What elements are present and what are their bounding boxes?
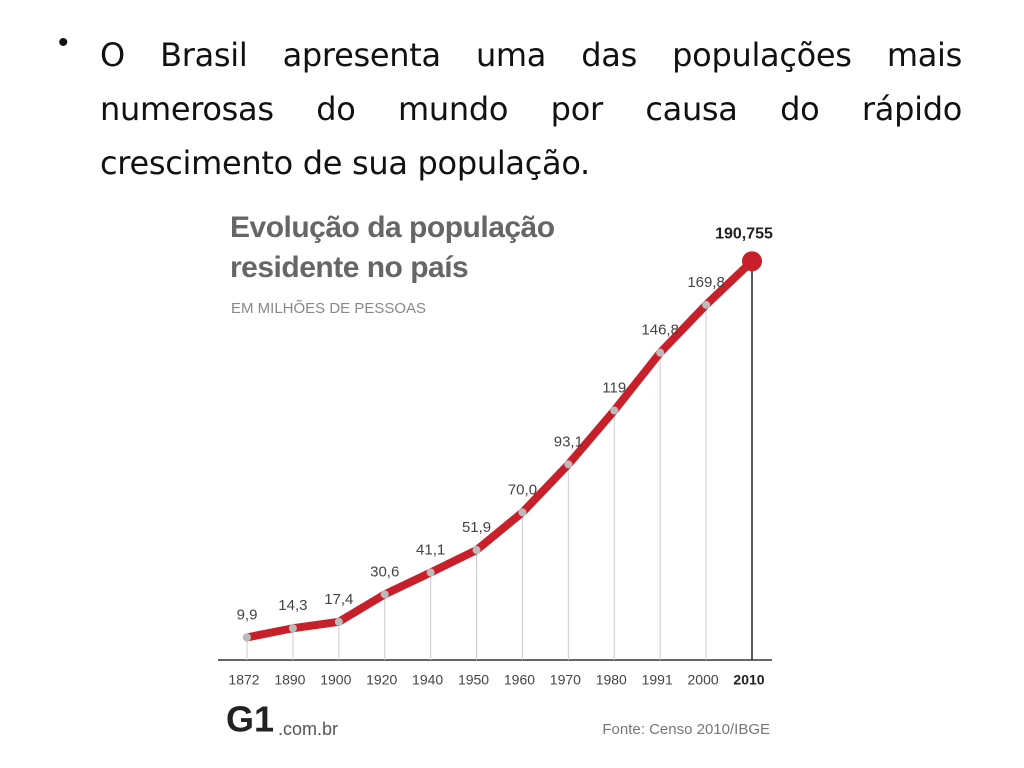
data-point <box>380 590 389 599</box>
data-point <box>243 633 251 642</box>
x-tick-label: 1872 <box>228 672 259 688</box>
source: Fonte: Censo 2010/IBGE <box>602 721 770 738</box>
chart-title: Evolução da população residente no país <box>230 211 555 284</box>
bullet-marker: • <box>58 26 69 59</box>
x-tick-label: 1980 <box>596 672 627 688</box>
value-label: 51,9 <box>462 519 491 536</box>
value-label: 119 <box>602 379 626 396</box>
x-tick-label: 1960 <box>504 672 535 688</box>
logo-suffix: .com.br <box>278 719 338 739</box>
value-label: 30,6 <box>370 563 399 580</box>
x-tick-label: 2000 <box>688 672 719 688</box>
value-label: 190,755 <box>715 225 773 242</box>
data-point <box>610 406 619 415</box>
value-label: 17,4 <box>324 591 353 608</box>
bullet-text: O Brasil apresenta uma das populações ma… <box>100 36 962 182</box>
data-point <box>518 508 527 517</box>
x-tick-label: 2010 <box>733 672 764 688</box>
x-tick-label: 1890 <box>274 672 305 688</box>
x-tick-label: 1970 <box>550 672 581 688</box>
chart-subtitle: EM MILHÕES DE PESSOAS <box>231 300 427 317</box>
x-tick-label: 1950 <box>458 672 489 688</box>
value-label: 41,1 <box>416 541 445 558</box>
data-point <box>656 348 665 357</box>
value-label: 146,8 <box>641 322 679 339</box>
x-tick-label: 1940 <box>412 672 443 688</box>
data-point <box>288 624 297 633</box>
x-tick-label: 1900 <box>320 672 351 688</box>
value-label: 9,9 <box>237 606 258 623</box>
data-point <box>702 300 711 309</box>
value-label: 14,3 <box>278 597 307 614</box>
value-label: 70,0 <box>508 481 537 498</box>
x-tick-label: 1920 <box>366 672 397 688</box>
data-point <box>472 546 481 555</box>
data-point <box>426 568 435 577</box>
value-label: 169,8 <box>687 274 725 291</box>
data-point <box>742 251 762 272</box>
logo: G1 <box>226 699 274 740</box>
data-point <box>334 617 343 626</box>
x-tick-label: 1991 <box>642 672 673 688</box>
value-label: 93,1 <box>554 433 583 450</box>
data-point <box>564 460 573 469</box>
data-line <box>243 257 756 642</box>
